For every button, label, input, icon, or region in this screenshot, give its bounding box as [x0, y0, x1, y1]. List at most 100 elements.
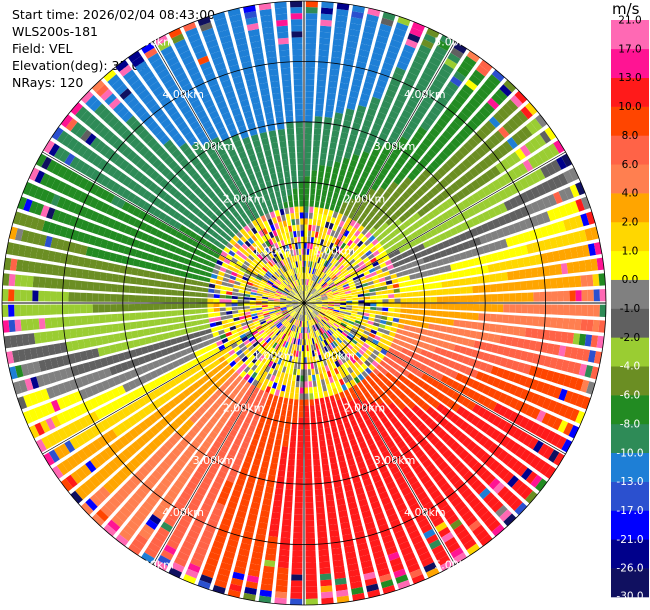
velocity-gate: [306, 351, 310, 358]
velocity-gate: [375, 311, 382, 315]
velocity-gate: [331, 400, 337, 408]
velocity-gate: [511, 360, 520, 371]
velocity-gate: [194, 450, 205, 460]
velocity-gate: [272, 369, 278, 377]
velocity-gate: [553, 452, 565, 466]
velocity-gate: [334, 577, 347, 586]
velocity-gate: [331, 50, 343, 59]
velocity-gate: [226, 406, 235, 414]
velocity-gate: [599, 289, 606, 302]
velocity-gate: [153, 288, 160, 295]
velocity-gate: [286, 477, 294, 484]
velocity-gate: [274, 298, 281, 301]
velocity-gate: [403, 355, 412, 363]
velocity-gate: [260, 320, 267, 325]
velocity-gate: [481, 265, 489, 274]
velocity-gate: [312, 152, 319, 159]
velocity-gate: [497, 215, 507, 226]
velocity-gate: [347, 343, 354, 350]
velocity-gate: [317, 176, 324, 184]
velocity-gate: [239, 267, 247, 273]
velocity-gate: [359, 355, 367, 363]
velocity-gate: [431, 379, 440, 388]
velocity-gate: [233, 346, 241, 353]
velocity-gate: [441, 200, 451, 210]
velocity-gate: [374, 117, 384, 126]
velocity-gate: [163, 516, 176, 528]
velocity-gate: [316, 323, 321, 330]
velocity-gate: [388, 367, 397, 375]
velocity-gate: [411, 152, 421, 162]
velocity-gate: [426, 164, 436, 175]
velocity-gate: [304, 182, 310, 189]
velocity-gate: [334, 331, 340, 337]
velocity-gate: [346, 352, 353, 359]
velocity-gate: [150, 335, 158, 343]
velocity-gate: [106, 240, 115, 251]
velocity-gate: [307, 293, 312, 299]
velocity-gate: [167, 389, 177, 398]
velocity-gate: [429, 511, 441, 522]
velocity-gate: [250, 464, 260, 472]
velocity-gate: [237, 299, 244, 303]
velocity-gate: [304, 357, 307, 364]
velocity-gate: [541, 181, 552, 194]
velocity-gate: [93, 282, 100, 291]
velocity-gate: [146, 362, 155, 371]
velocity-gate: [400, 292, 407, 298]
velocity-gate: [501, 226, 511, 237]
velocity-gate: [581, 304, 588, 317]
velocity-gate: [122, 524, 136, 537]
velocity-gate: [408, 529, 421, 540]
velocity-gate: [468, 74, 482, 86]
velocity-gate: [410, 481, 422, 491]
velocity-gate: [454, 150, 465, 161]
velocity-gate: [267, 299, 274, 302]
velocity-gate: [284, 348, 289, 355]
velocity-gate: [336, 262, 343, 269]
velocity-gate: [99, 282, 106, 292]
velocity-gate: [403, 342, 411, 349]
velocity-gate: [456, 405, 466, 416]
velocity-gate: [390, 273, 398, 279]
velocity-gate: [206, 333, 214, 340]
velocity-gate: [345, 171, 353, 179]
velocity-gate: [578, 260, 587, 273]
velocity-gate: [339, 307, 346, 310]
velocity-gate: [442, 257, 450, 265]
velocity-gate: [404, 161, 414, 171]
velocity-gate: [171, 238, 180, 246]
velocity-gate: [421, 382, 431, 391]
velocity-gate: [240, 346, 248, 352]
velocity-gate: [297, 338, 300, 345]
velocity-gate: [367, 242, 375, 250]
velocity-gate: [393, 568, 407, 579]
velocity-gate: [21, 333, 30, 346]
velocity-gate: [329, 327, 336, 333]
velocity-gate: [212, 585, 226, 595]
velocity-gate: [264, 553, 276, 562]
velocity-gate: [476, 246, 485, 255]
velocity-gate: [351, 261, 358, 268]
velocity-gate: [437, 40, 451, 51]
velocity-gate: [496, 251, 505, 261]
velocity-gate: [274, 494, 283, 502]
velocity-gate: [365, 404, 373, 413]
velocity-gate: [347, 34, 359, 43]
velocity-gate: [315, 324, 319, 330]
velocity-gate: [293, 520, 303, 527]
velocity-gate: [346, 276, 353, 281]
velocity-gate: [280, 531, 291, 539]
velocity-gate: [389, 181, 399, 190]
velocity-gate: [280, 409, 287, 417]
velocity-gate: [355, 351, 362, 359]
velocity-gate: [307, 293, 312, 299]
velocity-gate: [239, 378, 247, 386]
velocity-gate: [311, 261, 315, 268]
velocity-gate: [466, 295, 474, 302]
velocity-gate: [338, 88, 348, 96]
velocity-gate: [470, 179, 481, 191]
velocity-gate: [364, 303, 371, 307]
velocity-gate: [308, 307, 313, 312]
velocity-gate: [411, 60, 424, 71]
